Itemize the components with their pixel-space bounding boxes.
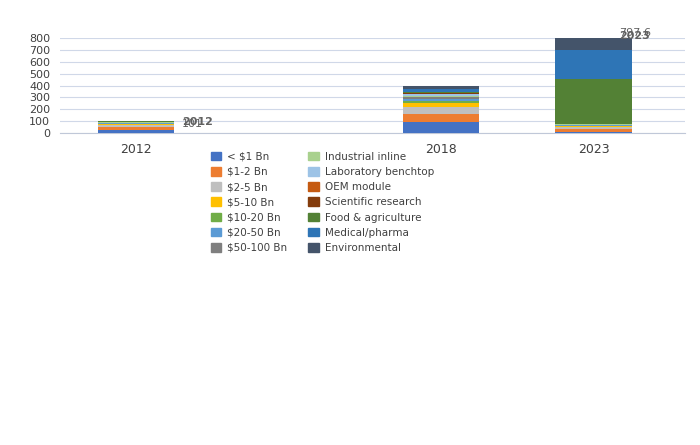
Bar [403, 97, 480, 99]
Bar [403, 99, 480, 101]
Bar [555, 38, 631, 50]
Bar [98, 123, 174, 124]
Bar [555, 127, 631, 129]
Bar [98, 124, 174, 125]
Bar [403, 113, 480, 122]
Bar [403, 92, 480, 93]
Bar [555, 126, 631, 127]
Text: 2023: 2023 [620, 31, 650, 41]
Bar [403, 107, 480, 113]
Bar [555, 125, 631, 126]
Text: 2012: 2012 [182, 117, 213, 127]
Bar [403, 96, 480, 97]
Bar [98, 130, 174, 133]
Bar [555, 50, 631, 78]
Legend: < $1 Bn, $1-2 Bn, $2-5 Bn, $5-10 Bn, $10-20 Bn, $20-50 Bn, $50-100 Bn, Industria: < $1 Bn, $1-2 Bn, $2-5 Bn, $5-10 Bn, $10… [211, 152, 434, 253]
Bar [555, 132, 631, 133]
Text: 101: 101 [182, 118, 203, 129]
Bar [403, 103, 480, 107]
Bar [403, 89, 480, 92]
Bar [555, 78, 631, 124]
Bar [403, 86, 480, 89]
Bar [403, 122, 480, 133]
Bar [555, 129, 631, 132]
Bar [98, 127, 174, 130]
Bar [403, 94, 480, 96]
Bar [98, 125, 174, 127]
Text: 797.6: 797.6 [619, 28, 651, 38]
Bar [403, 93, 480, 94]
Bar [403, 101, 480, 103]
